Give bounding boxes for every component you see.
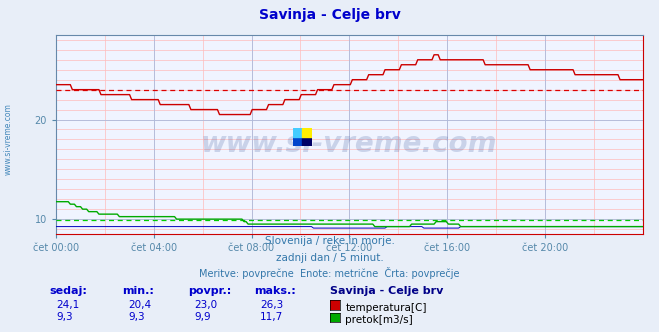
Text: 9,3: 9,3 <box>56 312 72 322</box>
Bar <box>293 128 302 137</box>
Text: 26,3: 26,3 <box>260 300 283 310</box>
Text: 9,9: 9,9 <box>194 312 211 322</box>
Text: zadnji dan / 5 minut.: zadnji dan / 5 minut. <box>275 253 384 263</box>
Bar <box>302 128 312 137</box>
Text: www.si-vreme.com: www.si-vreme.com <box>201 130 498 158</box>
Bar <box>302 137 312 146</box>
Text: Meritve: povprečne  Enote: metrične  Črta: povprečje: Meritve: povprečne Enote: metrične Črta:… <box>199 267 460 279</box>
Text: www.si-vreme.com: www.si-vreme.com <box>3 104 13 175</box>
Text: Savinja - Celje brv: Savinja - Celje brv <box>258 8 401 22</box>
Text: maks.:: maks.: <box>254 286 295 296</box>
Text: 23,0: 23,0 <box>194 300 217 310</box>
Text: Slovenija / reke in morje.: Slovenija / reke in morje. <box>264 236 395 246</box>
Text: 9,3: 9,3 <box>129 312 145 322</box>
Text: 11,7: 11,7 <box>260 312 283 322</box>
Text: sedaj:: sedaj: <box>49 286 87 296</box>
Text: 20,4: 20,4 <box>129 300 152 310</box>
Text: min.:: min.: <box>122 286 154 296</box>
Text: povpr.:: povpr.: <box>188 286 231 296</box>
Text: Savinja - Celje brv: Savinja - Celje brv <box>330 286 443 296</box>
Text: 24,1: 24,1 <box>56 300 79 310</box>
Text: temperatura[C]: temperatura[C] <box>345 303 427 313</box>
Text: pretok[m3/s]: pretok[m3/s] <box>345 315 413 325</box>
Bar <box>293 137 302 146</box>
